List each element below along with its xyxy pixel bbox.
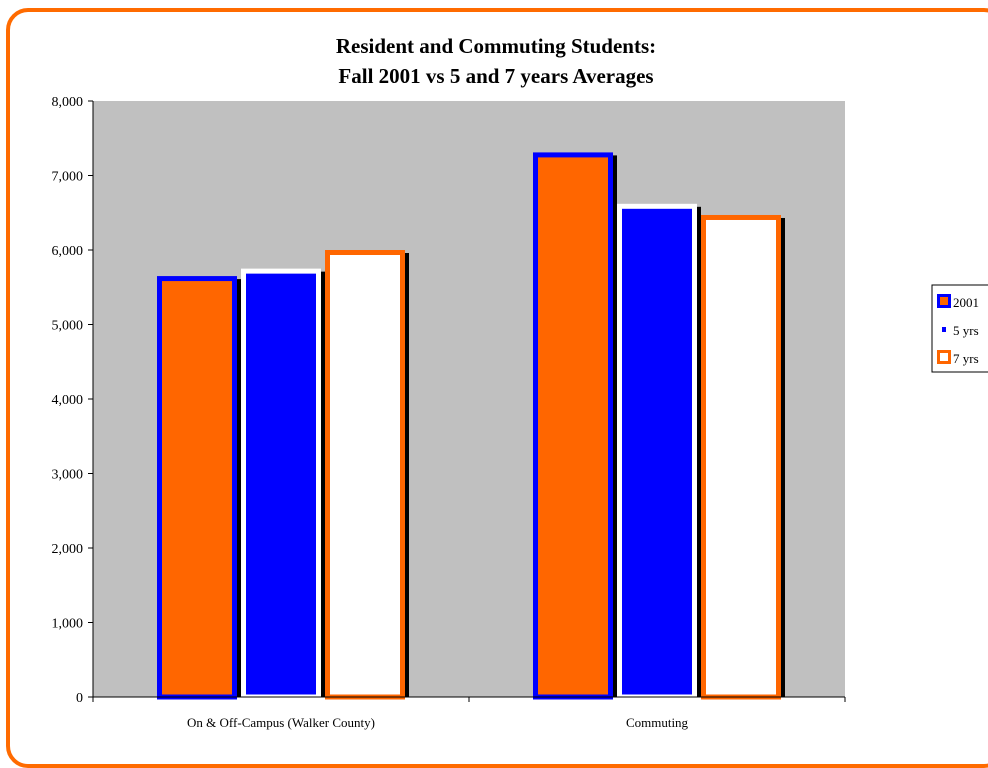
bar-1-2[interactable] — [241, 268, 321, 700]
chart: Resident and Commuting Students: Fall 20… — [52, 34, 988, 730]
y-tick-label: 8,000 — [52, 95, 84, 110]
legend-label-2: 5 yrs — [953, 323, 979, 338]
bar-1-1[interactable] — [157, 276, 237, 700]
bar-2-2[interactable] — [617, 203, 697, 700]
legend-swatch-1 — [937, 294, 951, 308]
legend-swatch-2 — [942, 327, 946, 332]
y-tick-label: 3,000 — [52, 468, 84, 483]
bar-2-1[interactable] — [533, 152, 613, 700]
bar-2-3[interactable] — [701, 214, 781, 700]
y-tick-label: 1,000 — [52, 617, 84, 632]
legend-label-3: 7 yrs — [953, 351, 979, 366]
x-category-label: Commuting — [626, 715, 689, 730]
y-tick-label: 0 — [76, 691, 83, 706]
y-tick-label: 7,000 — [52, 170, 84, 185]
legend-label-1: 2001 — [953, 295, 979, 310]
chart-title-line-1: Resident and Commuting Students: — [336, 34, 656, 58]
chart-title-line-2: Fall 2001 vs 5 and 7 years Averages — [338, 64, 653, 88]
bar-1-3[interactable] — [325, 250, 405, 700]
y-tick-label: 4,000 — [52, 393, 84, 408]
legend-swatch-3 — [937, 350, 951, 364]
y-tick-label: 2,000 — [52, 542, 84, 557]
y-tick-label: 5,000 — [52, 319, 84, 334]
y-tick-label: 6,000 — [52, 244, 84, 259]
x-category-label: On & Off-Campus (Walker County) — [187, 715, 375, 730]
